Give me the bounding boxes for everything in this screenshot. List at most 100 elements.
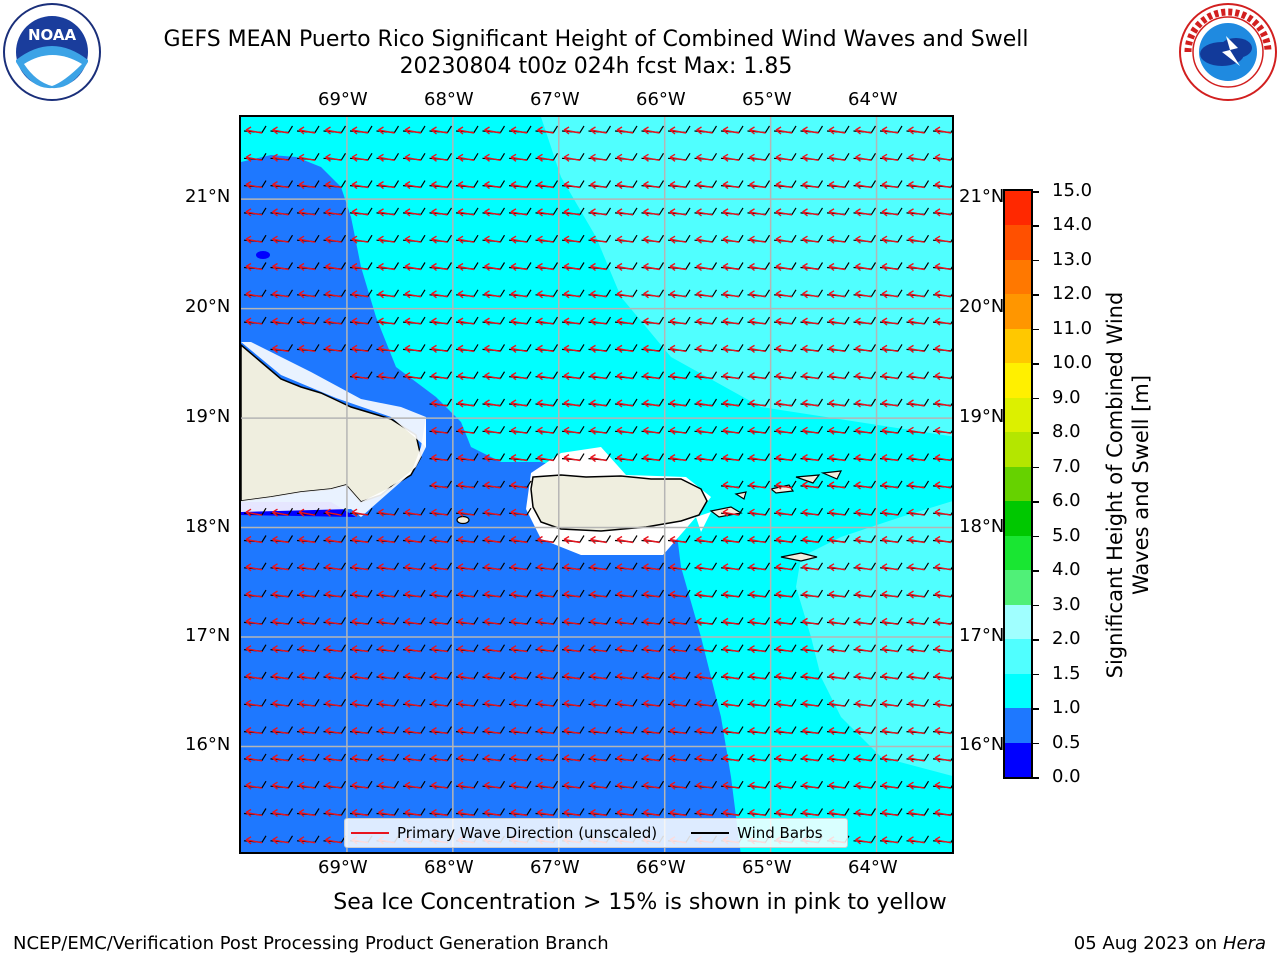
wave-direction-arrow (325, 126, 342, 135)
wave-direction-arrow (484, 262, 501, 272)
wave-direction-arrow (616, 808, 634, 818)
wave-direction-arrow (722, 726, 740, 736)
wave-direction-arrow (431, 508, 448, 517)
wave-direction-arrow (404, 235, 422, 244)
wave-direction-arrow (908, 372, 925, 381)
wave-direction-arrow (537, 372, 554, 381)
wave-direction-arrow (934, 535, 952, 545)
wave-direction-arrow (775, 808, 793, 818)
wave-direction-arrow (245, 180, 263, 190)
wave-direction-arrow (563, 372, 581, 381)
wave-direction-arrow (775, 344, 793, 353)
wave-direction-arrow (404, 535, 422, 545)
wave-direction-arrow (378, 126, 395, 135)
wave-direction-arrow (404, 372, 422, 381)
wave-direction-arrow (325, 290, 342, 299)
wave-direction-arrow (510, 481, 528, 490)
wave-direction-arrow (643, 535, 660, 545)
wave-direction-arrow (934, 290, 952, 299)
wave-direction-arrow (722, 563, 740, 572)
wave-direction-arrow (378, 372, 395, 381)
wave-direction-arrow (775, 426, 793, 435)
wave-direction-arrow (696, 180, 713, 190)
wave-direction-arrow (272, 836, 289, 845)
lon-label-top: 64°W (848, 89, 898, 110)
wave-direction-arrow (378, 535, 395, 545)
wave-direction-arrow (245, 699, 263, 708)
colorbar-segment (1005, 673, 1031, 709)
footer-machine: Hera (1222, 933, 1266, 954)
wave-direction-arrow (908, 126, 925, 135)
wave-direction-arrow (749, 399, 766, 408)
wave-direction-arrow (298, 836, 316, 845)
wave-direction-arrow (908, 808, 925, 818)
wave-direction-arrow (563, 262, 581, 272)
wave-direction-arrow (802, 453, 819, 463)
colorbar-tick-mark (1031, 225, 1039, 227)
wave-direction-arrow (696, 590, 713, 599)
wave-direction-arrow (537, 699, 554, 708)
wave-direction-arrow (325, 535, 342, 545)
wave-direction-arrow (828, 344, 846, 353)
wave-direction-arrow (881, 317, 899, 326)
wave-direction-arrow (643, 262, 660, 272)
wave-direction-arrow (828, 590, 846, 599)
wave-direction-arrow (881, 344, 899, 353)
wave-direction-arrow (563, 235, 581, 244)
wave-direction-arrow (881, 645, 899, 654)
wave-direction-arrow (616, 235, 634, 244)
wave-direction-arrow (749, 535, 766, 545)
wave-direction-arrow (669, 126, 687, 135)
wave-direction-arrow (643, 344, 660, 353)
lat-label-right: 19°N (959, 406, 1005, 427)
wave-direction-arrow (431, 262, 448, 272)
wave-direction-arrow (669, 535, 687, 545)
wave-direction-arrow (828, 399, 846, 408)
wave-direction-arrow (590, 781, 607, 790)
wave-direction-arrow (775, 617, 793, 626)
wave-direction-arrow (563, 426, 581, 435)
wave-direction-arrow (669, 726, 687, 736)
wave-direction-arrow (669, 317, 687, 326)
wave-direction-arrow (722, 290, 740, 299)
wave-direction-arrow (696, 372, 713, 381)
wave-direction-arrow (245, 126, 263, 135)
wave-direction-arrow (696, 290, 713, 299)
lon-label-bottom: 65°W (742, 857, 792, 878)
colorbar-tick-mark (1031, 191, 1039, 193)
wave-direction-arrow (563, 672, 581, 681)
wave-direction-arrow (537, 126, 554, 135)
colorbar-segment (1005, 362, 1031, 398)
wave-direction-arrow (749, 208, 766, 217)
wave-direction-arrow (510, 645, 528, 654)
wave-direction-arrow (537, 808, 554, 818)
wave-direction-arrow (457, 153, 475, 162)
wave-direction-arrow (590, 180, 607, 190)
wave-direction-arrow (510, 508, 528, 517)
wave-direction-arrow (431, 617, 448, 626)
wave-direction-arrow (431, 426, 448, 435)
wave-direction-arrow (431, 208, 448, 217)
wave-direction-arrow (537, 426, 554, 435)
wave-direction-arrow (749, 126, 766, 135)
wave-direction-arrow (325, 808, 342, 818)
wave-direction-arrow (855, 180, 872, 190)
wave-direction-arrow (908, 453, 925, 463)
wave-direction-arrow (404, 180, 422, 190)
wave-direction-arrow (616, 672, 634, 681)
wave-direction-arrow (802, 317, 819, 326)
wave-direction-arrow (245, 836, 263, 845)
wave-direction-arrow (934, 453, 952, 463)
wave-direction-arrow (590, 399, 607, 408)
wave-direction-arrow (934, 372, 952, 381)
wave-direction-arrow (245, 235, 263, 244)
wave-direction-arrow (643, 235, 660, 244)
wave-direction-arrow (934, 508, 952, 517)
wave-direction-arrow (881, 508, 899, 517)
wave-direction-arrow (378, 180, 395, 190)
wave-direction-arrow (855, 672, 872, 681)
wave-direction-arrow (669, 344, 687, 353)
chart-title: GEFS MEAN Puerto Rico Significant Height… (163, 27, 1029, 52)
lat-label-left: 21°N (185, 186, 231, 207)
wave-direction-arrow (749, 563, 766, 572)
